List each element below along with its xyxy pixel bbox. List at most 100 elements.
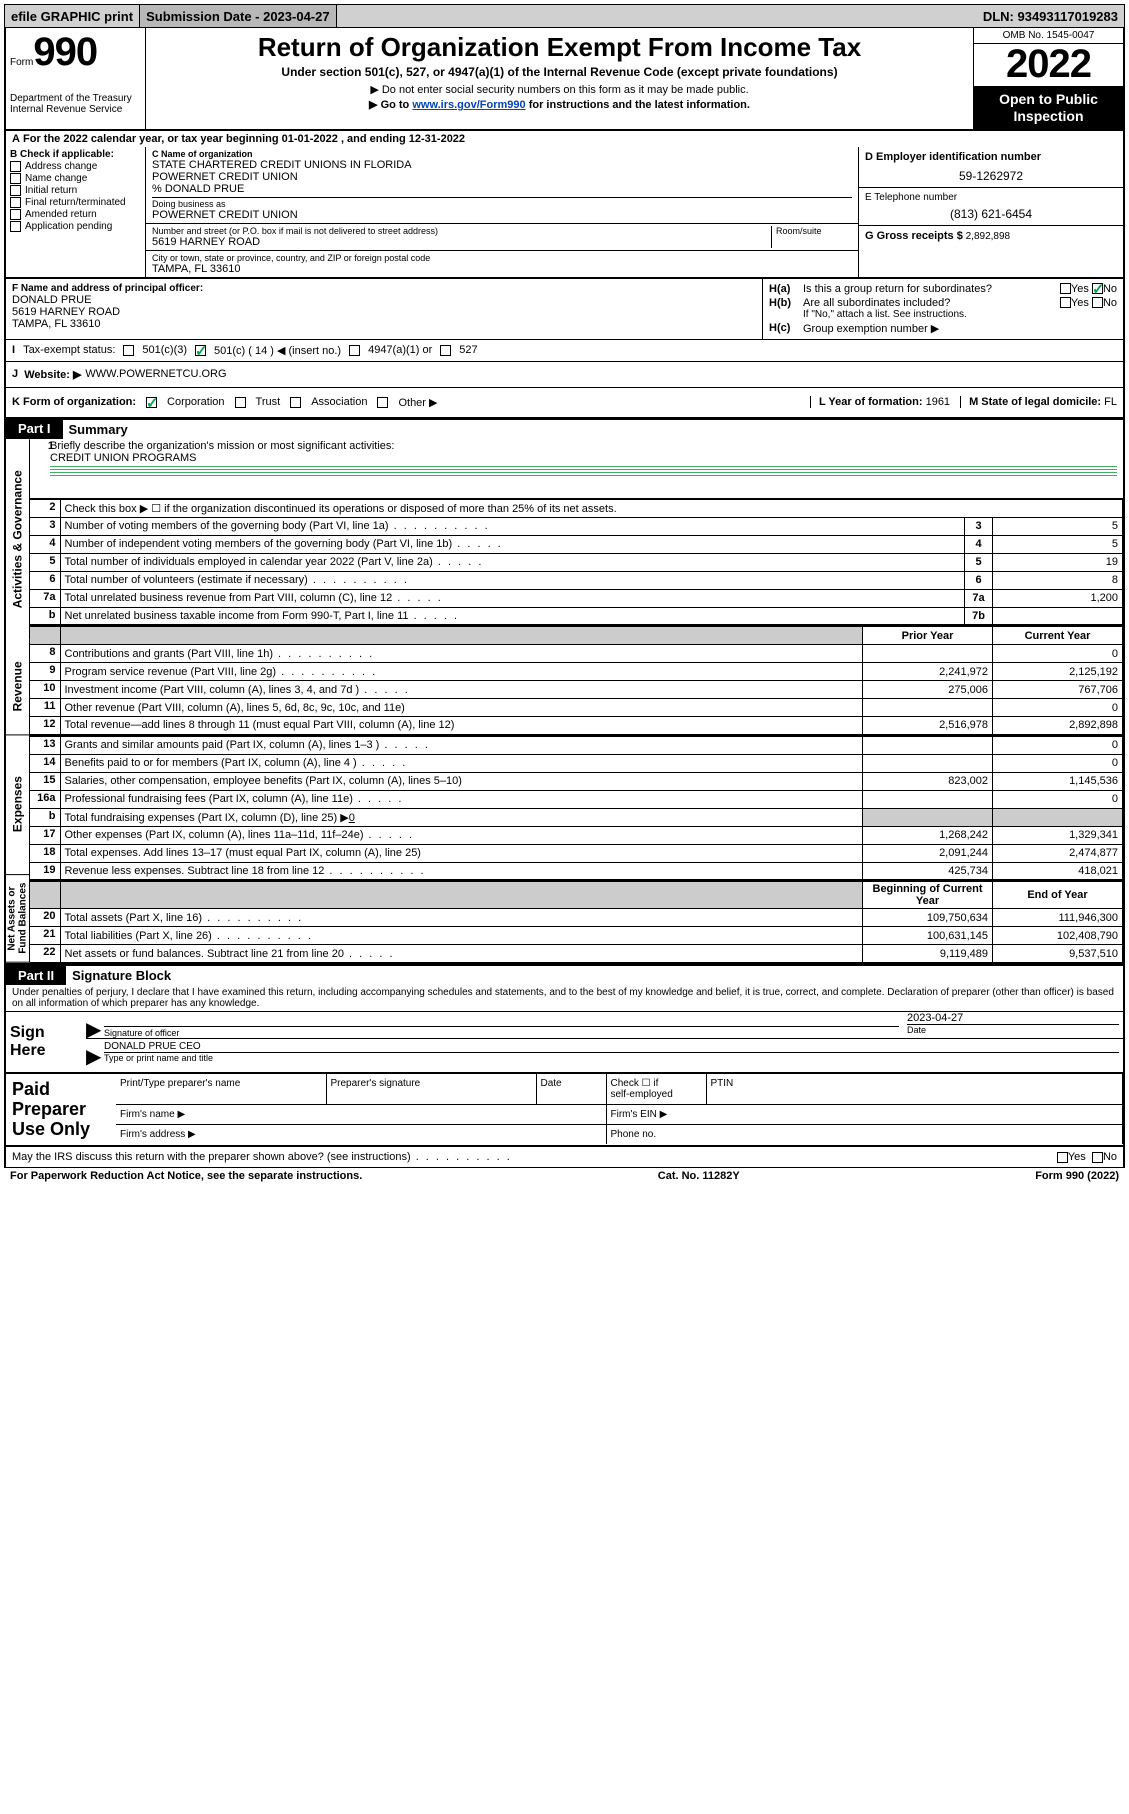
sig-officer-line: Signature of officer (104, 1026, 899, 1038)
ha-text: Is this a group return for subordinates? (803, 283, 1060, 295)
l18: Total expenses. Add lines 13–17 (must eq… (60, 844, 863, 862)
c-street-val: 5619 HARNEY ROAD (152, 236, 767, 248)
l8: Contributions and grants (Part VIII, lin… (60, 645, 863, 663)
revenue-table: Prior YearCurrent Year 8Contributions an… (30, 626, 1123, 736)
hb-row: H(b) Are all subordinates included? Yes … (769, 297, 1117, 309)
discuss-yes-chk[interactable] (1057, 1152, 1068, 1163)
i-501c3: 501(c)(3) (142, 344, 187, 356)
ha-yes-chk[interactable] (1060, 283, 1071, 294)
line-a-text: For the 2022 calendar year, or tax year … (23, 133, 465, 145)
sub3-pre: ▶ Go to (369, 99, 412, 111)
vtab-netassets: Net Assets or Fund Balances (6, 875, 30, 963)
part-1-header: Part I Summary (4, 419, 1125, 439)
b-label: B Check if applicable: (10, 149, 141, 160)
k-other: Other ▶ (398, 396, 437, 409)
vtab-governance: Activities & Governance (6, 439, 30, 639)
k-assoc: Association (311, 396, 367, 408)
header-right: OMB No. 1545-0047 2022 Open to Public In… (973, 28, 1123, 129)
c-city-label: City or town, state or province, country… (152, 253, 852, 263)
irs-link[interactable]: www.irs.gov/Form990 (412, 99, 525, 111)
sig-declaration: Under penalties of perjury, I declare th… (4, 985, 1125, 1011)
k-assoc-chk[interactable] (290, 397, 301, 408)
form-number: 990 (33, 30, 97, 74)
l10: Investment income (Part VIII, column (A)… (60, 681, 863, 699)
hdr-curr: Current Year (993, 627, 1123, 645)
paid-firm-name: Firm's name ▶ (116, 1105, 606, 1125)
line-1: 1 Briefly describe the organization's mi… (30, 439, 1123, 499)
sig-name-label: Type or print name and title (104, 1052, 1119, 1063)
i-527: 527 (459, 344, 477, 356)
form-subtitle-2: ▶ Do not enter social security numbers o… (152, 83, 967, 96)
l17: Other expenses (Part IX, column (A), lin… (60, 826, 863, 844)
f-street: 5619 HARNEY ROAD (12, 306, 756, 318)
hb-text: Are all subordinates included? (803, 297, 1060, 309)
k-trust: Trust (256, 396, 281, 408)
e-cell: E Telephone number (813) 621-6454 (859, 188, 1123, 226)
expenses-table: 13Grants and similar amounts paid (Part … (30, 736, 1123, 882)
i-501c: 501(c) ( 14 ) ◀ (insert no.) (214, 344, 341, 357)
k-label: K Form of organization: (12, 396, 136, 408)
i-4947-chk[interactable] (349, 345, 360, 356)
k-corp: Corporation (167, 396, 224, 408)
sig-date-val: 2023-04-27 (907, 1012, 1119, 1024)
ha-no-chk[interactable] (1092, 283, 1103, 294)
i-label: Tax-exempt status: (23, 344, 115, 356)
k-other-chk[interactable] (377, 397, 388, 408)
c-dba-label: Doing business as (152, 197, 852, 209)
pra-notice: For Paperwork Reduction Act Notice, see … (10, 1170, 362, 1182)
i-4947: 4947(a)(1) or (368, 344, 432, 356)
l19: Revenue less expenses. Subtract line 18 … (60, 862, 863, 880)
e-val: (813) 621-6454 (865, 207, 1117, 221)
l7b: Net unrelated business taxable income fr… (60, 607, 965, 625)
c-name-1: STATE CHARTERED CREDIT UNIONS IN FLORIDA (152, 159, 852, 171)
chk-amended-return[interactable]: Amended return (10, 209, 141, 220)
chk-address-change[interactable]: Address change (10, 161, 141, 172)
d-cell: D Employer identification number 59-1262… (859, 147, 1123, 188)
form-header: Form990 Department of the Treasury Inter… (4, 28, 1125, 131)
chk-initial-return[interactable]: Initial return (10, 185, 141, 196)
j-val: WWW.POWERNETCU.ORG (85, 368, 226, 380)
k-trust-chk[interactable] (235, 397, 246, 408)
f-city: TAMPA, FL 33610 (12, 318, 756, 330)
c-room-label: Room/suite (776, 226, 852, 236)
j-label: Website: ▶ (24, 368, 81, 381)
hb-no-chk[interactable] (1092, 297, 1103, 308)
i-501c3-chk[interactable] (123, 345, 134, 356)
cat-no: Cat. No. 11282Y (658, 1170, 740, 1182)
paid-preparer-block: Paid Preparer Use Only Print/Type prepar… (4, 1074, 1125, 1147)
paid-c3: Date (536, 1074, 606, 1105)
hdr-prior: Prior Year (863, 627, 993, 645)
ha-label: H(a) (769, 283, 803, 295)
i-501c-chk[interactable] (195, 345, 206, 356)
v4: 5 (993, 535, 1123, 553)
top-bar: efile GRAPHIC print Submission Date - 20… (4, 4, 1125, 28)
netassets-table: Beginning of Current YearEnd of Year 20T… (30, 881, 1123, 963)
paid-c4: Check ☐ ifself-employed (606, 1074, 706, 1105)
row-fh: F Name and address of principal officer:… (4, 279, 1125, 340)
c-name-2: POWERNET CREDIT UNION (152, 171, 852, 183)
header-left: Form990 Department of the Treasury Inter… (6, 28, 146, 129)
k-corp-chk[interactable] (146, 397, 157, 408)
governance-table: 2Check this box ▶ ☐ if the organization … (30, 499, 1123, 627)
i-527-chk[interactable] (440, 345, 451, 356)
chk-application-pending[interactable]: Application pending (10, 221, 141, 232)
d-val: 59-1262972 (865, 169, 1117, 183)
form-title: Return of Organization Exempt From Incom… (152, 32, 967, 63)
hb-yes-chk[interactable] (1060, 297, 1071, 308)
part-2-title: Signature Block (66, 965, 1123, 985)
paid-firm-addr: Firm's address ▶ (116, 1125, 606, 1145)
d-label: D Employer identification number (865, 151, 1117, 163)
irs-label: Internal Revenue Service (10, 104, 141, 115)
hc-text: Group exemption number ▶ (803, 322, 939, 335)
sig-name-val: DONALD PRUE CEO (104, 1039, 1119, 1052)
sign-here-block: Sign Here ▶ Signature of officer 2023-04… (4, 1011, 1125, 1074)
l16b: Total fundraising expenses (Part IX, col… (60, 808, 863, 826)
sign-here-label: Sign Here (6, 1012, 86, 1072)
l15: Salaries, other compensation, employee b… (60, 772, 863, 790)
paid-preparer-label: Paid Preparer Use Only (6, 1074, 116, 1145)
submission-date-button[interactable]: Submission Date - 2023-04-27 (140, 5, 337, 27)
l7a: Total unrelated business revenue from Pa… (60, 589, 965, 607)
chk-final-return[interactable]: Final return/terminated (10, 197, 141, 208)
discuss-no-chk[interactable] (1092, 1152, 1103, 1163)
chk-name-change[interactable]: Name change (10, 173, 141, 184)
